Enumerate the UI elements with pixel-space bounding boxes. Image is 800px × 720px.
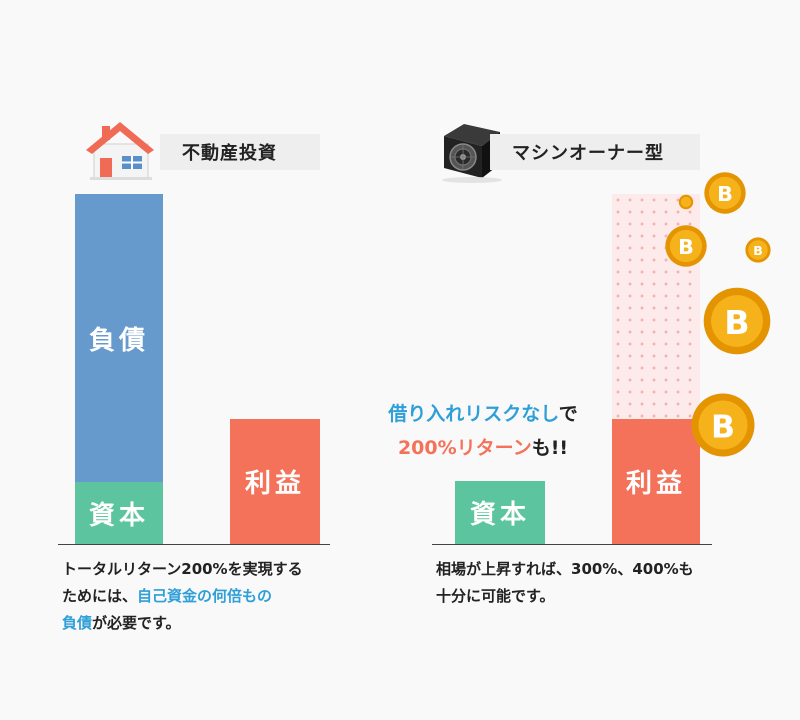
caption-left-line3-suffix: が必要です。 <box>92 614 181 632</box>
bitcoin-coin-icon: B <box>703 287 771 355</box>
bitcoin-coin-icon: B <box>691 393 755 457</box>
house-icon <box>86 122 154 180</box>
bitcoin-coin-icon <box>678 194 694 210</box>
caption-left-line1: トータルリターン200%を実現する <box>62 560 303 578</box>
svg-text:B: B <box>717 182 733 206</box>
caption-right-line2: 十分に可能です。 <box>436 587 555 605</box>
profit-bar-right: 利益 <box>612 419 700 544</box>
callout-line1-blue: 借り入れリスクなし <box>388 403 559 425</box>
svg-text:B: B <box>753 243 763 258</box>
caption-left-line3-highlight: 負債 <box>62 614 93 632</box>
bitcoin-coin-icon: B <box>704 172 746 214</box>
caption-left: トータルリターン200%を実現する ためには、自己資金の何倍もの 負債が必要です… <box>62 556 352 637</box>
baseline-right <box>432 544 712 545</box>
callout-line1: 借り入れリスクなしで <box>368 397 598 431</box>
caption-left-line2: ためには、自己資金の何倍もの <box>62 583 352 610</box>
callout-line2: 200%リターンも!! <box>368 431 598 465</box>
profit-bar-left: 利益 <box>230 419 320 544</box>
profit-label-right: 利益 <box>625 469 686 499</box>
callout-line2-dark: も!! <box>531 437 569 459</box>
caption-left-line2-highlight: 自己資金の何倍もの <box>137 587 273 605</box>
capital-bar-left: 資本 <box>75 482 163 544</box>
svg-text:B: B <box>678 235 694 259</box>
callout-line2-red: 200%リターン <box>397 437 532 459</box>
capital-label-left: 資本 <box>88 500 149 531</box>
caption-right-line1: 相場が上昇すれば、300%、400%も <box>436 560 694 578</box>
svg-text:B: B <box>724 303 749 342</box>
capital-bar-right: 資本 <box>455 481 545 544</box>
caption-left-line3: 負債が必要です。 <box>62 610 352 637</box>
caption-right: 相場が上昇すれば、300%、400%も 十分に可能です。 <box>436 556 736 610</box>
svg-text:B: B <box>711 409 735 445</box>
callout: 借り入れリスクなしで 200%リターンも!! <box>368 397 598 465</box>
debt-label: 負債 <box>88 325 149 356</box>
debt-bar: 負債 <box>75 194 163 482</box>
callout-line1-dark: で <box>558 403 578 425</box>
baseline-left <box>58 544 330 545</box>
caption-left-line2-prefix: ためには、 <box>62 587 138 605</box>
bitcoin-coin-icon: B <box>665 225 707 267</box>
bitcoin-coin-icon: B <box>745 237 771 263</box>
machine-owner-header: マシンオーナー型 <box>490 134 700 170</box>
profit-label-left: 利益 <box>244 469 305 499</box>
capital-label-right: 資本 <box>469 500 530 530</box>
real-estate-header: 不動産投資 <box>160 134 320 170</box>
